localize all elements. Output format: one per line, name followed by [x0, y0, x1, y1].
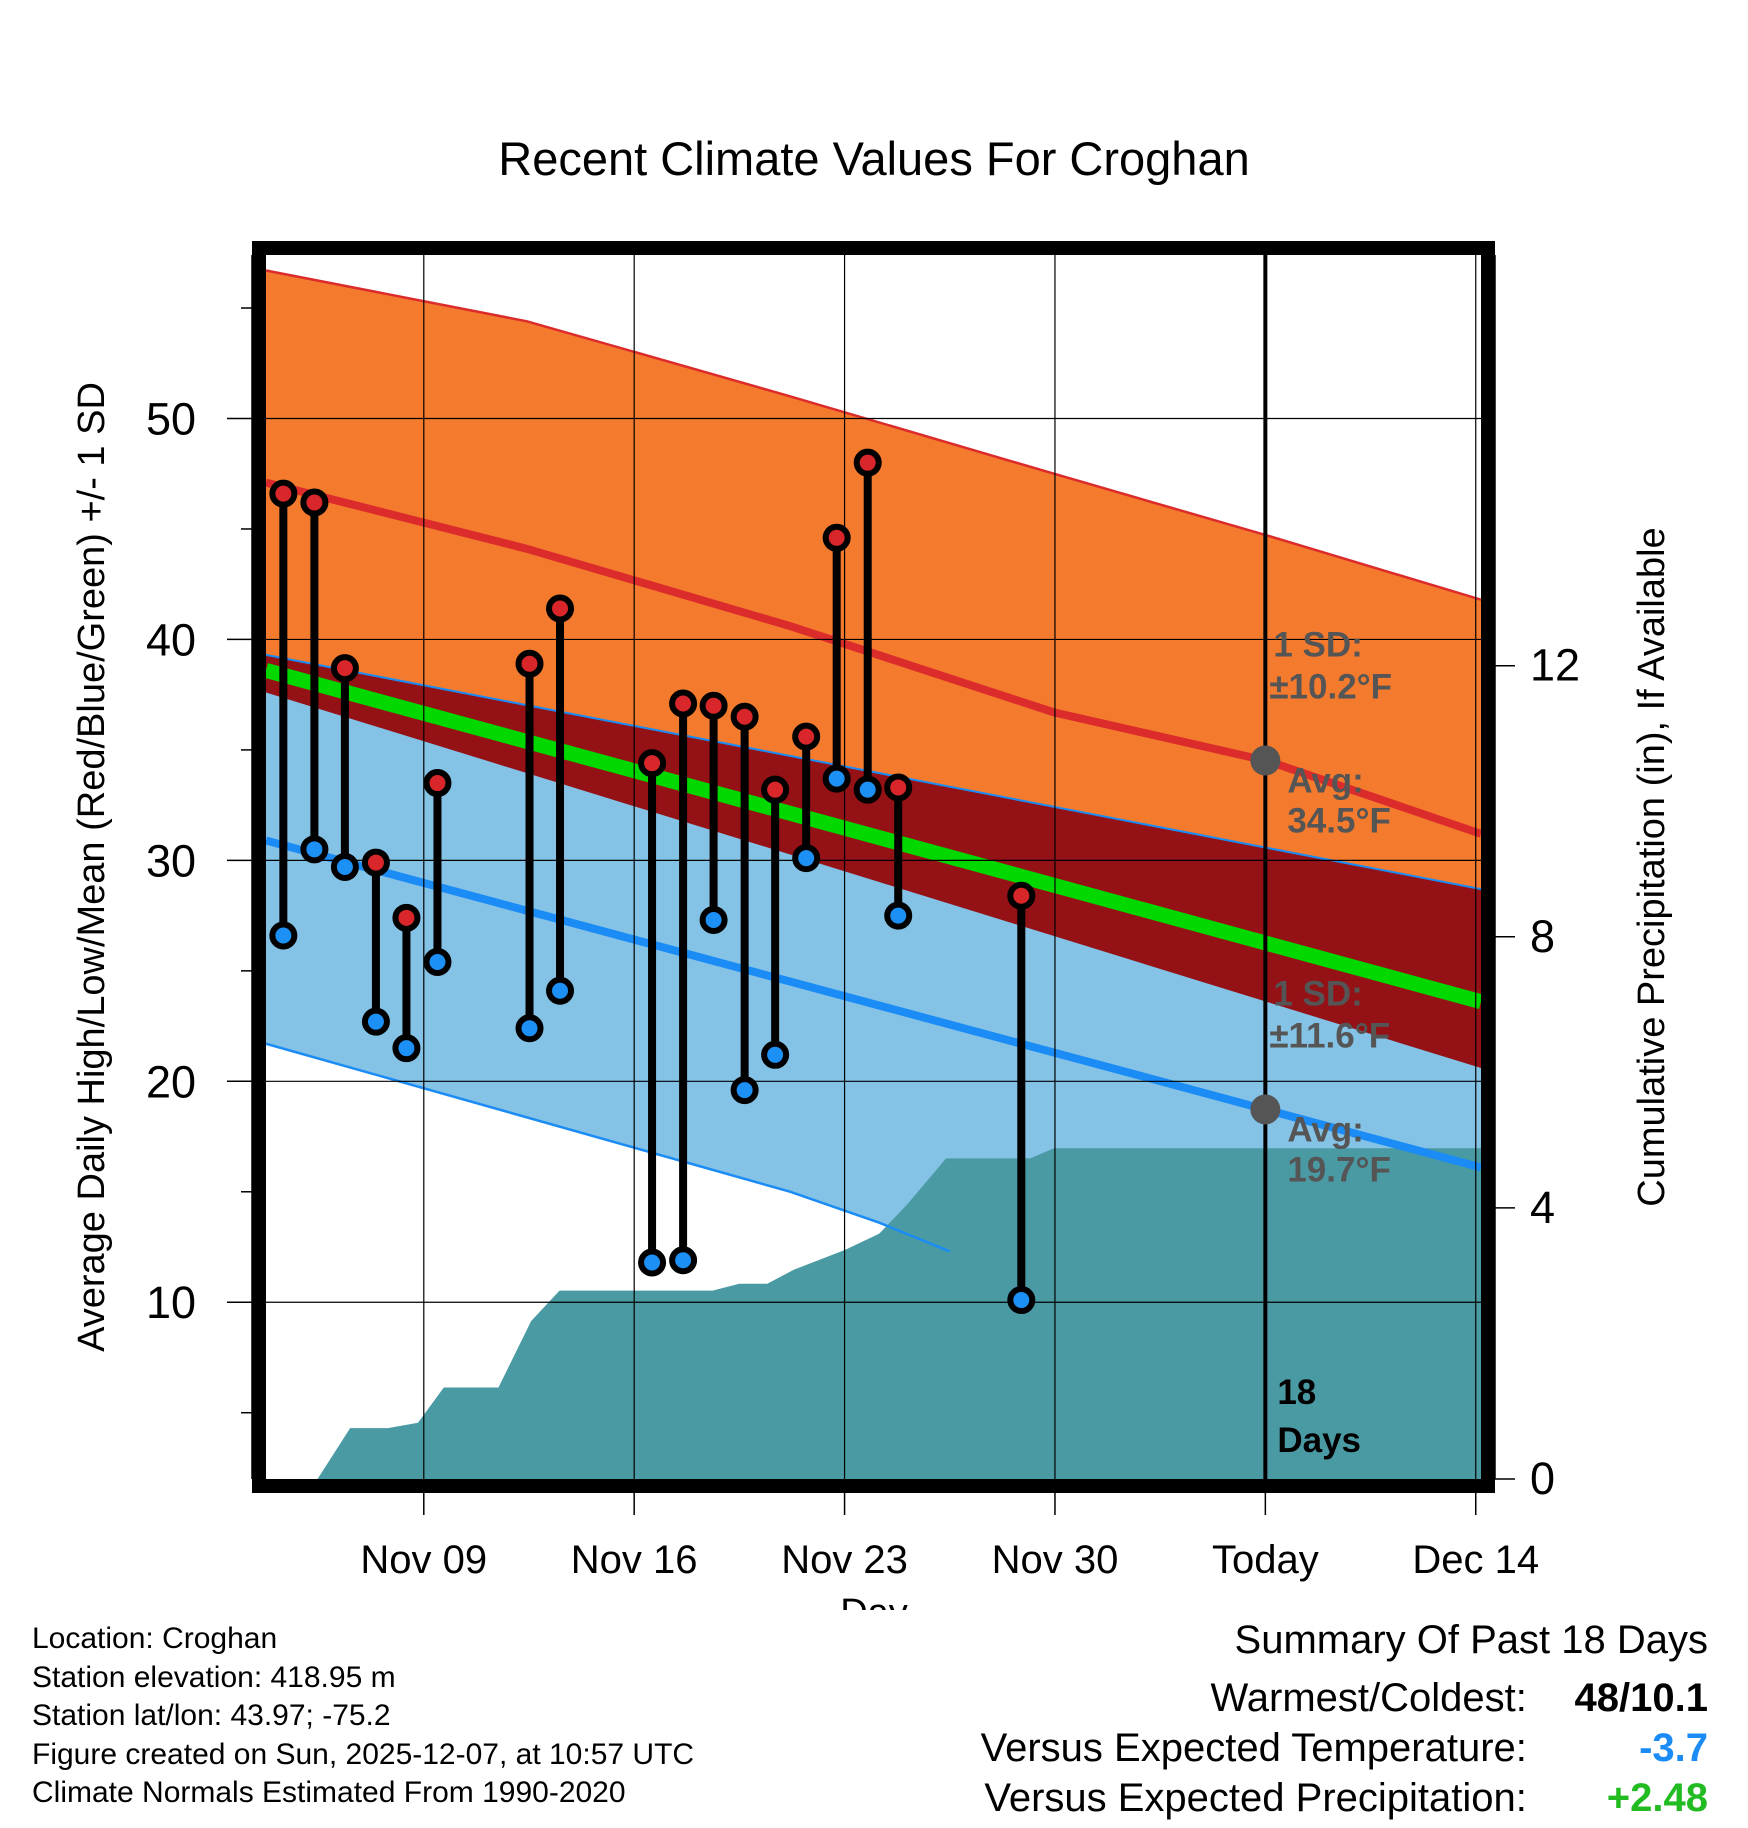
x-tick-label: Dec 14: [1412, 1538, 1539, 1582]
obs-low-point: [638, 1248, 667, 1277]
high-avg-marker: [1250, 745, 1281, 776]
y2-axis-label: Cumulative Precipitation (in), If Availa…: [1631, 527, 1673, 1206]
summary-title: Summary Of Past 18 Days: [1234, 1618, 1708, 1662]
y-tick-label: 10: [146, 1277, 196, 1328]
obs-low-point: [761, 1040, 790, 1069]
info-created: Figure created on Sun, 2025-12-07, at 10…: [32, 1737, 695, 1771]
station-info: Location: Croghan Station elevation: 418…: [32, 1620, 694, 1813]
axes: 10 20 30 40 50 0 4 8 12 Nov 09 Nov 16 Nov 23 Nov 30 T…: [146, 255, 1580, 1582]
obs-low-point: [792, 844, 821, 873]
low-avg-label: Avg:: [1287, 1110, 1363, 1149]
obs-low-point: [361, 1007, 390, 1036]
chart-title: Recent Climate Values For Croghan: [498, 132, 1249, 185]
summary-label: Warmest/Coldest:: [1210, 1676, 1527, 1720]
obs-high-point: [761, 775, 790, 804]
obs-low-point: [730, 1076, 759, 1105]
obs-low-point: [300, 835, 329, 864]
obs-high-point: [392, 903, 421, 932]
x-tick-label: Nov 30: [992, 1538, 1119, 1582]
obs-low-point: [853, 775, 882, 804]
y2-tick-label: 4: [1530, 1182, 1555, 1233]
obs-high-point: [300, 488, 329, 517]
obs-high-point: [361, 848, 390, 877]
y-tick-label: 40: [146, 614, 196, 665]
obs-high-point: [638, 749, 667, 778]
obs-high-point: [792, 722, 821, 751]
observations: [269, 448, 1036, 1315]
plot-area: [264, 255, 1483, 1479]
low-lower-sd-line: [265, 1042, 951, 1253]
summary-label: Versus Expected Temperature:: [980, 1726, 1527, 1770]
low-avg-marker: [1250, 1094, 1281, 1125]
high-avg-value: 34.5°F: [1287, 801, 1391, 840]
obs-high-point: [730, 702, 759, 731]
obs-high-point: [822, 523, 851, 552]
y2-tick-label: 12: [1530, 640, 1580, 691]
high-sd-label: 1 SD:: [1273, 625, 1362, 664]
y-tick-label: 20: [146, 1056, 196, 1107]
climate-chart: Recent Climate Values For Croghan 1 SD:±…: [71, 132, 1673, 1610]
obs-high-point: [1007, 881, 1036, 910]
obs-high-point: [515, 649, 544, 678]
obs-low-point: [423, 948, 452, 977]
x-tick-label: Nov 23: [781, 1538, 908, 1582]
summary-value-precipitation: +2.48: [1606, 1776, 1708, 1820]
obs-low-point: [330, 853, 359, 881]
high-sd-value: ±10.2°F: [1269, 667, 1392, 706]
summary-value-extremes: 48/10.1: [1574, 1676, 1708, 1720]
obs-low-point: [269, 921, 298, 950]
obs-high-point: [423, 769, 452, 798]
info-location: Location: Croghan: [32, 1622, 278, 1655]
obs-high-point: [546, 594, 575, 623]
mean-normal-line: [264, 663, 1483, 1010]
y2-tick-label: 0: [1530, 1453, 1555, 1504]
obs-high-point: [699, 691, 728, 720]
obs-high-point: [269, 479, 298, 508]
y-axis-label: Average Daily High/Low/Mean (Red/Blue/Gr…: [71, 382, 113, 1352]
obs-low-point: [884, 901, 913, 930]
obs-low-point: [1007, 1286, 1036, 1315]
x-axis-label: Day: [840, 1592, 908, 1610]
info-elevation: Station elevation: 418.95 m: [32, 1660, 396, 1694]
summary-panel: Summary Of Past 18 Days Warmest/Coldest:…: [981, 1618, 1708, 1823]
y-tick-label: 30: [146, 835, 196, 886]
summary-value-temperature: -3.7: [1639, 1726, 1708, 1770]
low-avg-value: 19.7°F: [1287, 1150, 1391, 1189]
summary-row-temperature: Versus Expected Temperature: -3.7: [981, 1723, 1708, 1773]
precipitation-area: [266, 1148, 1481, 1479]
info-normals: Climate Normals Estimated From 1990-2020: [32, 1776, 626, 1809]
obs-low-point: [669, 1246, 698, 1275]
x-tick-label: Nov 09: [360, 1538, 487, 1582]
y-tick-label: 50: [146, 393, 196, 444]
summary-label: Versus Expected Precipitation:: [984, 1776, 1527, 1820]
obs-low-point: [546, 976, 575, 1005]
info-latlon: Station lat/lon: 43.97; -75.2: [32, 1699, 391, 1732]
high-avg-label: Avg:: [1287, 761, 1363, 800]
high-upper-sd-line: [265, 269, 1482, 601]
obs-low-point: [699, 906, 728, 935]
low-sd-value: ±11.6°F: [1269, 1016, 1390, 1055]
obs-high-point: [330, 654, 359, 683]
y2-tick-label: 8: [1530, 911, 1555, 962]
obs-low-point: [392, 1034, 421, 1063]
summary-row-extremes: Warmest/Coldest: 48/10.1: [981, 1673, 1709, 1723]
low-sd-label: 1 SD:: [1273, 974, 1362, 1013]
x-tick-label: Today: [1212, 1538, 1319, 1582]
obs-high-point: [669, 689, 698, 718]
obs-low-point: [822, 764, 851, 793]
days-word: Days: [1277, 1421, 1361, 1460]
grid-lines: [266, 255, 1481, 1479]
plot-frame: [252, 241, 1495, 1493]
obs-high-point: [884, 773, 913, 802]
high-normal-line: [265, 478, 1483, 838]
low-upper-sd-line: [265, 653, 1482, 891]
days-count: 18: [1277, 1373, 1316, 1412]
x-tick-label: Nov 16: [571, 1538, 698, 1582]
obs-high-point: [853, 448, 882, 477]
obs-low-point: [515, 1014, 544, 1043]
summary-row-precipitation: Versus Expected Precipitation: +2.48: [981, 1773, 1708, 1823]
